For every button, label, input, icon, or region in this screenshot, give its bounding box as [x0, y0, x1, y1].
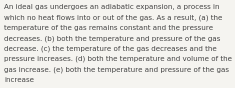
Text: An ideal gas undergoes an adiabatic expansion, a process in: An ideal gas undergoes an adiabatic expa…	[4, 4, 220, 10]
Text: pressure increases. (d) both the temperature and volume of the: pressure increases. (d) both the tempera…	[4, 56, 232, 62]
Text: gas increase. (e) both the temperature and pressure of the gas: gas increase. (e) both the temperature a…	[4, 66, 229, 73]
Text: which no heat flows into or out of the gas. As a result, (a) the: which no heat flows into or out of the g…	[4, 14, 223, 21]
Text: decrease. (c) the temperature of the gas decreases and the: decrease. (c) the temperature of the gas…	[4, 45, 217, 52]
Text: increase: increase	[4, 77, 34, 83]
Text: temperature of the gas remains constant and the pressure: temperature of the gas remains constant …	[4, 25, 213, 31]
Text: decreases. (b) both the temperature and pressure of the gas: decreases. (b) both the temperature and …	[4, 35, 221, 42]
